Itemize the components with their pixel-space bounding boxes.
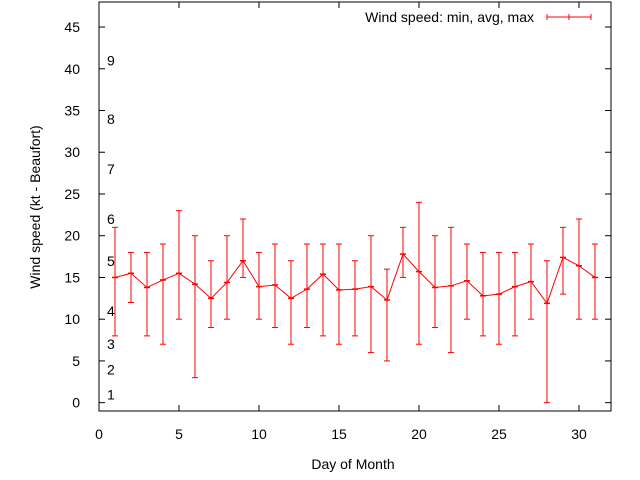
y-tick-label: 45 [64, 19, 80, 35]
beaufort-label: 8 [107, 111, 115, 127]
y-tick-label: 5 [72, 353, 80, 369]
plot-frame [98, 1, 612, 412]
y-tick-label: 40 [64, 61, 80, 77]
beaufort-labels: 1 2 3 4 5 6 7 8 9 [107, 52, 115, 402]
legend-label: Wind speed: min, avg, max [365, 9, 534, 25]
legend: Wind speed: min, avg, max [365, 9, 592, 25]
x-tick-label: 15 [331, 426, 347, 442]
x-tick-label: 10 [251, 426, 267, 442]
beaufort-label: 4 [107, 303, 115, 319]
beaufort-label: 5 [107, 253, 115, 269]
x-tick-label: 20 [411, 426, 427, 442]
x-tick-label: 30 [571, 426, 587, 442]
y-tick-label: 30 [64, 144, 80, 160]
beaufort-label: 3 [107, 336, 115, 352]
beaufort-label: 2 [107, 361, 115, 377]
y-tick-label: 35 [64, 103, 80, 119]
x-axis-label: Day of Month [311, 456, 394, 472]
beaufort-label: 7 [107, 161, 115, 177]
y-tick-label: 0 [72, 395, 80, 411]
y-tick-label: 20 [64, 228, 80, 244]
beaufort-label: 9 [107, 52, 115, 68]
y-axis-label: Wind speed (kt - Beaufort) [27, 125, 43, 288]
x-tick-label: 25 [491, 426, 507, 442]
x-tick-label: 5 [175, 426, 183, 442]
beaufort-label: 1 [107, 386, 115, 402]
series-marks [112, 201, 598, 404]
y-tick-label: 15 [64, 269, 80, 285]
y-tick-label: 25 [64, 186, 80, 202]
beaufort-label: 6 [107, 211, 115, 227]
y-tick-label: 10 [64, 311, 80, 327]
x-tick-label: 0 [95, 426, 103, 442]
